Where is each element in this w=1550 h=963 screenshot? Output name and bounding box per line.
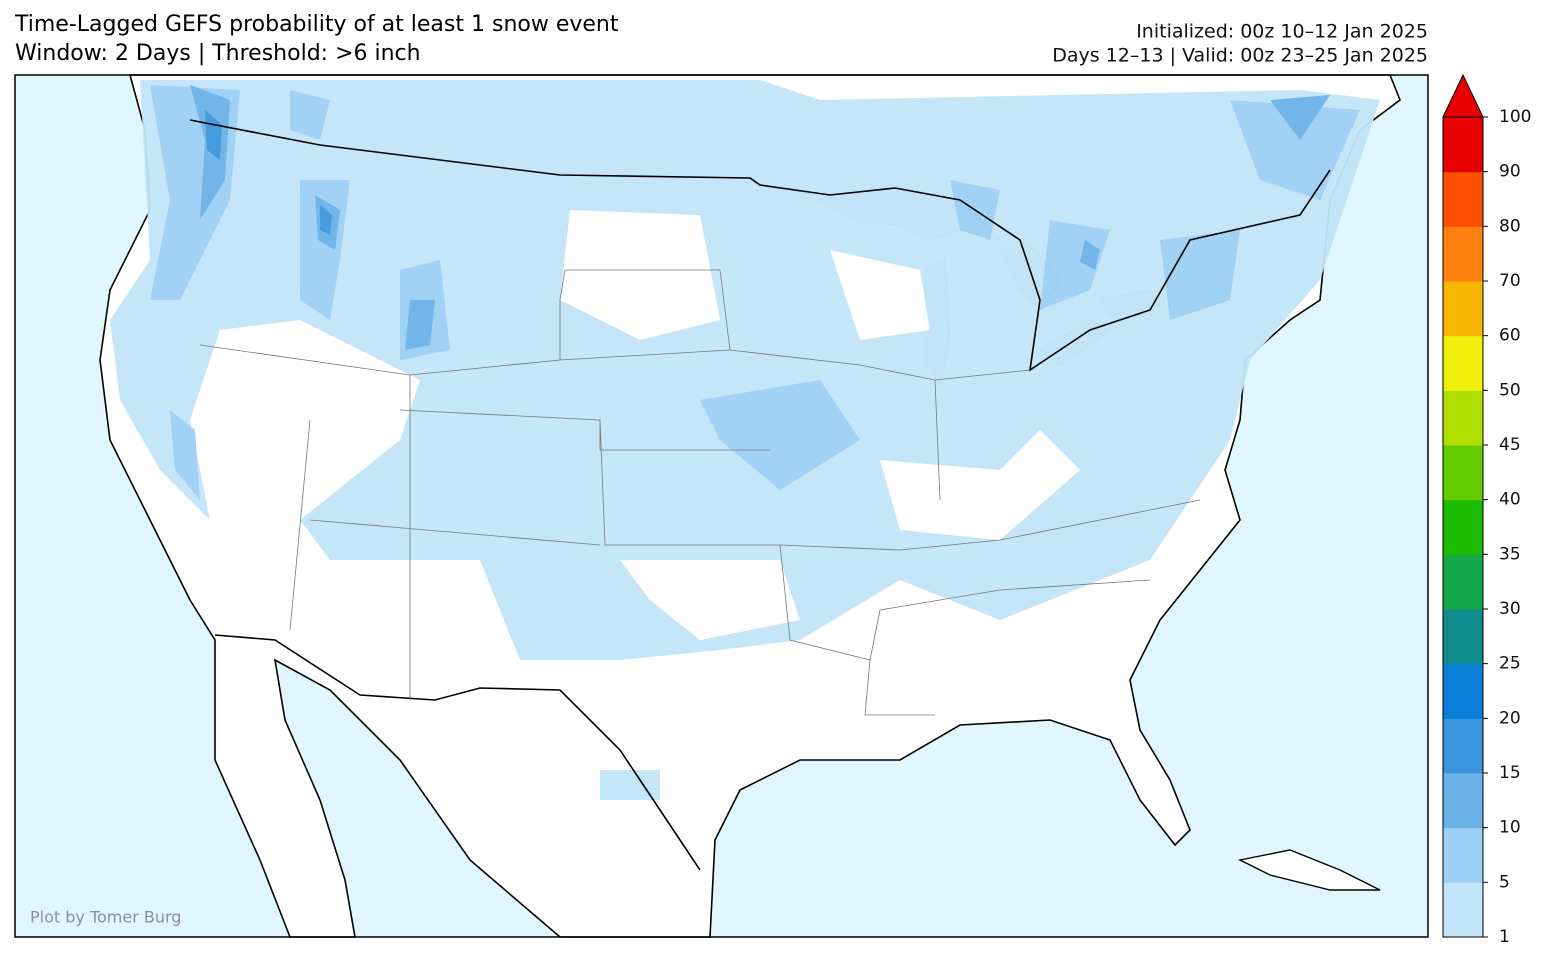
colorbar-segment bbox=[1443, 335, 1483, 391]
title-line: Time-Lagged GEFS probability of at least… bbox=[14, 12, 619, 37]
colorbar-tick-label: 60 bbox=[1499, 326, 1521, 346]
credit: Plot by Tomer Burg bbox=[30, 908, 181, 927]
colorbar-tick-label: 50 bbox=[1499, 380, 1521, 400]
colorbar-tick-label: 40 bbox=[1499, 490, 1521, 510]
colorbar-segment bbox=[1443, 117, 1483, 173]
colorbar-tick-label: 90 bbox=[1499, 162, 1521, 182]
colorbar-segment bbox=[1443, 663, 1483, 719]
map-frame bbox=[14, 74, 1429, 938]
colorbar-extend-arrow bbox=[1442, 73, 1484, 118]
colorbar-segment bbox=[1443, 609, 1483, 665]
colorbar-frame bbox=[1442, 116, 1484, 938]
colorbar-tick-label: 30 bbox=[1499, 599, 1521, 619]
colorbar-segment bbox=[1443, 445, 1483, 501]
colorbar-tick-label: 35 bbox=[1499, 544, 1521, 564]
colorbar-tick-label: 1 bbox=[1499, 927, 1510, 947]
colorbar-tick-label: 10 bbox=[1499, 818, 1521, 838]
map: Plot by Tomer Burg bbox=[14, 74, 1429, 938]
colorbar-segment bbox=[1443, 554, 1483, 610]
colorbar-segment bbox=[1443, 390, 1483, 446]
title-line: Window: 2 Days | Threshold: >6 inch bbox=[15, 41, 421, 66]
info-line: Initialized: 00z 10–12 Jan 2025 bbox=[1136, 21, 1428, 43]
florida-keys-cuba bbox=[1237, 849, 1381, 891]
colorbar-segment bbox=[1443, 499, 1483, 555]
colorbar-tick-label: 15 bbox=[1499, 763, 1521, 783]
colorbar-segment bbox=[1443, 827, 1483, 883]
snow-probability bbox=[110, 80, 1380, 800]
info-line: Days 12–13 | Valid: 00z 23–25 Jan 2025 bbox=[1052, 45, 1428, 67]
colorbar-segment bbox=[1443, 226, 1483, 282]
colorbar-tick-label: 45 bbox=[1499, 435, 1521, 455]
colorbar-segment bbox=[1443, 773, 1483, 829]
colorbar-tick-label: 70 bbox=[1499, 271, 1521, 291]
colorbar-segment bbox=[1443, 718, 1483, 774]
colorbar-segment bbox=[1443, 281, 1483, 337]
colorbar-tick-label: 5 bbox=[1499, 872, 1510, 892]
colorbar-tick-label: 100 bbox=[1499, 107, 1531, 127]
colorbar-segment bbox=[1443, 171, 1483, 227]
colorbar-segment bbox=[1443, 882, 1483, 938]
state-lines bbox=[199, 269, 1201, 716]
colorbar-tick-label: 20 bbox=[1499, 708, 1521, 728]
colorbar-tick-label: 80 bbox=[1499, 216, 1521, 236]
borders bbox=[189, 119, 1331, 871]
colorbar-tick-label: 25 bbox=[1499, 654, 1521, 674]
